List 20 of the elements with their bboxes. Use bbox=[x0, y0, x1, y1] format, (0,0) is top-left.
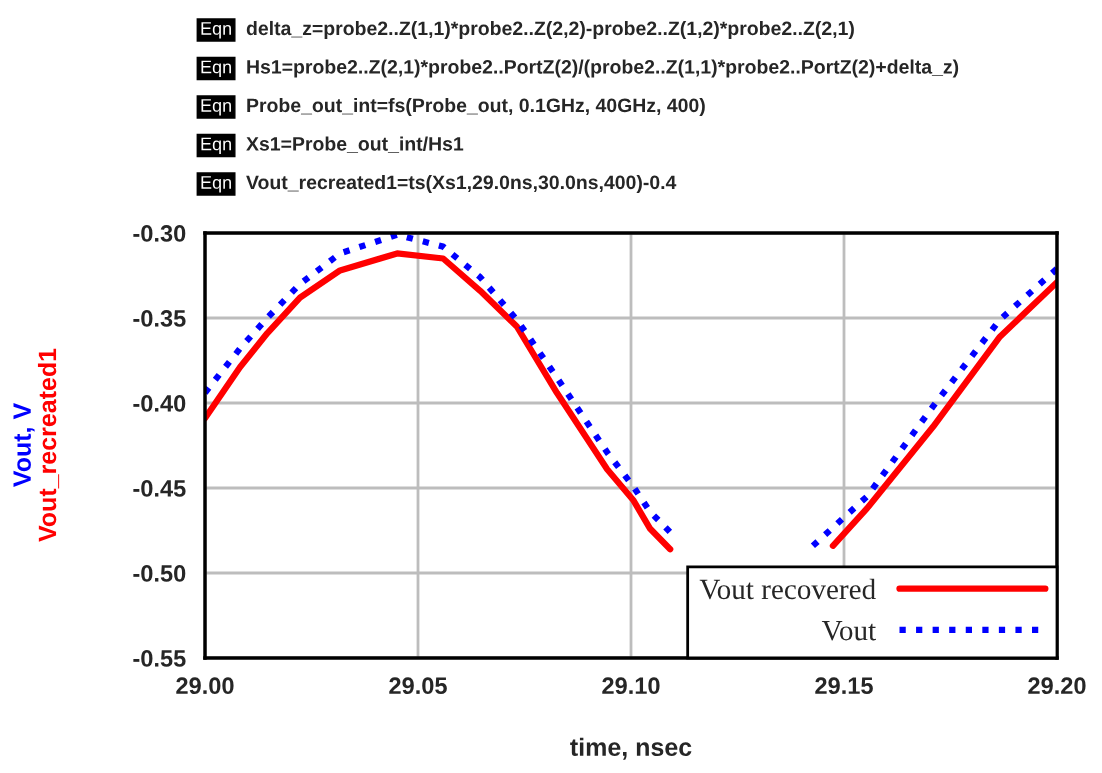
y-tick-label: -0.35 bbox=[133, 310, 186, 327]
legend-label: Vout recovered bbox=[699, 578, 876, 600]
legend-label: Vout bbox=[821, 621, 876, 641]
y-tick-label: -0.30 bbox=[133, 225, 186, 242]
text: Eqn Hs1=probe2..Z(2,1)*probe2..PortZ(2)/(probe2..Z(1,1)*probe2..PortZ(2)+delta_z) bbox=[201, 59, 959, 78]
text: Eqn Xs1=Probe_out_int/Hs1 bbox=[201, 136, 464, 154]
y-tick-label: -0.50 bbox=[133, 565, 186, 582]
x-tick-label: 29.05 bbox=[389, 677, 447, 695]
x-tick-label: 29.20 bbox=[1028, 677, 1086, 695]
y-tick-label: -0.45 bbox=[133, 480, 186, 497]
text: Eqn Probe_out_int=fs(Probe_out, 0.1GHz, 40GHz, 400) bbox=[201, 97, 705, 117]
text: Eqn delta_z=probe2..Z(1,1)*probe2..Z(2,2)-probe2..Z(1,2)*probe2..Z(2,1) bbox=[201, 20, 854, 40]
y-tick-label: -0.55 bbox=[133, 650, 186, 667]
x-tick-label: 29.15 bbox=[815, 677, 873, 695]
x-tick-label: 29.10 bbox=[602, 677, 660, 695]
text: Eqn Vout_recreated1=ts(Xs1,29.0ns,30.0ns,400)-0.4 bbox=[201, 174, 677, 194]
y-tick-label: -0.40 bbox=[133, 395, 186, 412]
x-axis-title: time, nsec bbox=[570, 737, 692, 760]
x-tick-label: 29.00 bbox=[176, 677, 234, 695]
y-axis-title: Vout, V Vout_recreated1 bbox=[13, 348, 60, 542]
